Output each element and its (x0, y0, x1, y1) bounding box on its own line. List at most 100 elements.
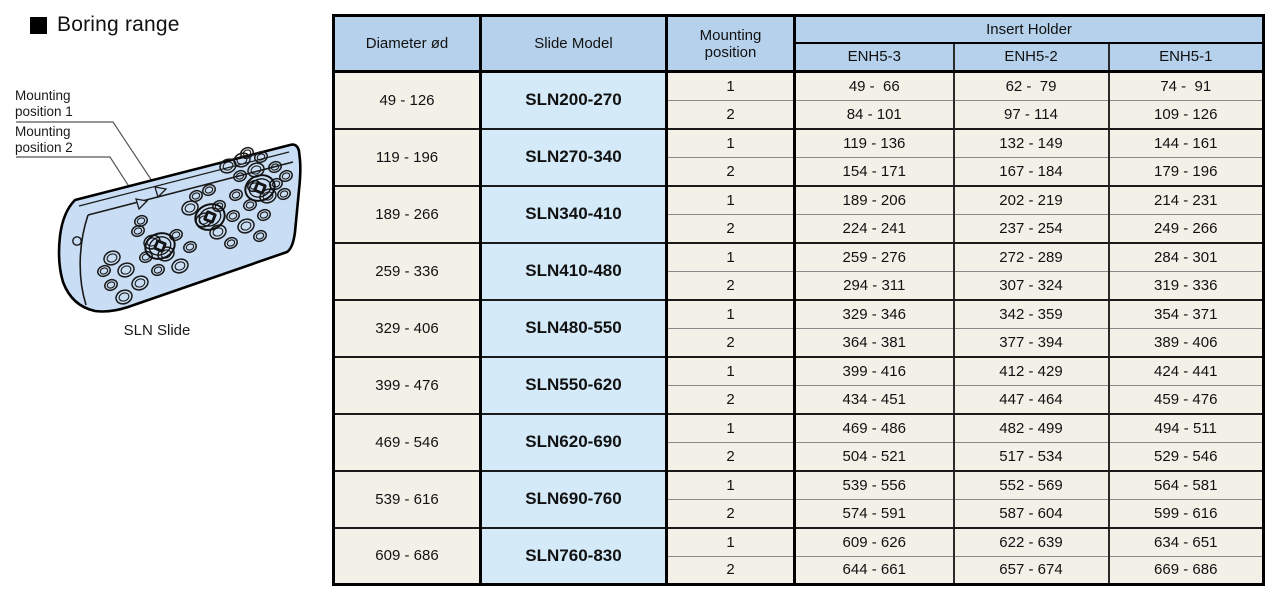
enh5-2-range-cell: 202 - 219 (953, 185, 1110, 215)
boring-range-table: Diameter ød Slide Model Mounting positio… (332, 14, 1265, 586)
enh5-3-range-cell: 434 - 451 (794, 384, 955, 415)
mounting-position-cell: 1 (666, 71, 796, 101)
slide-model-cell: SLN480-550 (480, 299, 668, 358)
enh5-1-range-cell: 459 - 476 (1108, 384, 1264, 415)
enh5-1-range-cell: 179 - 196 (1108, 156, 1264, 187)
enh5-2-range-cell: 307 - 324 (953, 270, 1110, 301)
socket-bore (244, 174, 276, 202)
mounting-position-cell: 2 (666, 213, 796, 244)
enh5-3-range-cell: 329 - 346 (794, 299, 955, 329)
table-row: 259 - 336 SLN410-480 1 259 - 276 272 - 289 28… (333, 242, 1264, 301)
mounting-position-cell: 2 (666, 270, 796, 301)
enh5-3-range-cell: 294 - 311 (794, 270, 955, 301)
table-row: 399 - 476 SLN550-620 1 399 - 416 412 - 429 42… (333, 356, 1264, 415)
enh5-2-range-cell: 342 - 359 (953, 299, 1110, 329)
enh5-1-range-cell: 389 - 406 (1108, 327, 1264, 358)
diameter-cell: 49 - 126 (333, 71, 482, 130)
enh5-3-range-cell: 539 - 556 (794, 470, 955, 500)
slide-model-cell: SLN270-340 (480, 128, 668, 187)
header-enh5-2: ENH5-2 (953, 42, 1110, 73)
page-title-text: Boring range (57, 13, 180, 36)
enh5-3-range-cell: 189 - 206 (794, 185, 955, 215)
slide-model-cell: SLN550-620 (480, 356, 668, 415)
mounting-position-cell: 2 (666, 498, 796, 529)
enh5-3-range-cell: 364 - 381 (794, 327, 955, 358)
table-row: 2 434 - 451 447 - 464 459 - 476 (334, 384, 1264, 415)
enh5-1-range-cell: 144 - 161 (1108, 128, 1264, 158)
slide-caption: SLN Slide (123, 322, 191, 339)
enh5-2-range-cell: 587 - 604 (953, 498, 1110, 529)
socket-bore (194, 203, 226, 231)
enh5-1-range-cell: 214 - 231 (1108, 185, 1264, 215)
mounting-position-cell: 2 (666, 441, 796, 472)
enh5-3-range-cell: 399 - 416 (794, 356, 955, 386)
mounting-position-cell: 1 (666, 185, 796, 215)
table-row: 2 644 - 661 657 - 674 669 - 686 (334, 555, 1264, 586)
enh5-2-range-cell: 132 - 149 (953, 128, 1110, 158)
mounting-position-cell: 1 (666, 527, 796, 557)
enh5-1-range-cell: 319 - 336 (1108, 270, 1264, 301)
slide-model-cell: SLN200-270 (480, 71, 668, 130)
mounting-position-cell: 2 (666, 327, 796, 358)
enh5-1-range-cell: 74 - 91 (1108, 71, 1264, 101)
socket-bore (144, 232, 176, 260)
enh5-2-range-cell: 237 - 254 (953, 213, 1110, 244)
enh5-1-range-cell: 634 - 651 (1108, 527, 1264, 557)
mounting-position-cell: 1 (666, 356, 796, 386)
table-row: 189 - 266 SLN340-410 1 189 - 206 202 - 219 21… (333, 185, 1264, 244)
table-row: 539 - 616 SLN690-760 1 539 - 556 552 - 569 56… (333, 470, 1264, 529)
enh5-3-range-cell: 119 - 136 (794, 128, 955, 158)
enh5-2-range-cell: 447 - 464 (953, 384, 1110, 415)
diameter-cell: 399 - 476 (333, 356, 482, 415)
enh5-3-range-cell: 154 - 171 (794, 156, 955, 187)
enh5-1-range-cell: 109 - 126 (1108, 99, 1264, 130)
page-title: Boring range (30, 13, 180, 37)
table-row: 2 504 - 521 517 - 534 529 - 546 (334, 441, 1264, 472)
mounting-position-cell: 2 (666, 99, 796, 130)
enh5-1-range-cell: 249 - 266 (1108, 213, 1264, 244)
enh5-2-range-cell: 552 - 569 (953, 470, 1110, 500)
enh5-1-range-cell: 529 - 546 (1108, 441, 1264, 472)
boring-table-body: 49 - 126 SLN200-270 1 49 - 66 62 - 79 74 - 91… (333, 71, 1264, 586)
slide-model-cell: SLN620-690 (480, 413, 668, 472)
enh5-1-range-cell: 599 - 616 (1108, 498, 1264, 529)
enh5-3-range-cell: 224 - 241 (794, 213, 955, 244)
enh5-1-range-cell: 284 - 301 (1108, 242, 1264, 272)
header-enh5-1: ENH5-1 (1108, 42, 1264, 73)
header-insert-holder: Insert Holder (794, 15, 1264, 44)
mounting-position-cell: 2 (666, 156, 796, 187)
enh5-2-range-cell: 412 - 429 (953, 356, 1110, 386)
enh5-1-range-cell: 669 - 686 (1108, 555, 1264, 586)
enh5-2-range-cell: 272 - 289 (953, 242, 1110, 272)
diameter-cell: 539 - 616 (333, 470, 482, 529)
mounting-position-cell: 2 (666, 384, 796, 415)
enh5-3-range-cell: 259 - 276 (794, 242, 955, 272)
diameter-cell: 469 - 546 (333, 413, 482, 472)
slide-sockets (144, 174, 276, 260)
enh5-2-range-cell: 62 - 79 (953, 71, 1110, 101)
enh5-2-range-cell: 482 - 499 (953, 413, 1110, 443)
enh5-3-range-cell: 49 - 66 (794, 71, 955, 101)
table-row: 2 574 - 591 587 - 604 599 - 616 (334, 498, 1264, 529)
enh5-2-range-cell: 622 - 639 (953, 527, 1110, 557)
enh5-1-range-cell: 564 - 581 (1108, 470, 1264, 500)
table-row: 469 - 546 SLN620-690 1 469 - 486 482 - 499 49… (333, 413, 1264, 472)
mounting-position-cell: 1 (666, 242, 796, 272)
table-row: 119 - 196 SLN270-340 1 119 - 136 132 - 149 14… (333, 128, 1264, 187)
enh5-1-range-cell: 494 - 511 (1108, 413, 1264, 443)
mounting-position-cell: 1 (666, 128, 796, 158)
enh5-2-range-cell: 517 - 534 (953, 441, 1110, 472)
enh5-3-range-cell: 84 - 101 (794, 99, 955, 130)
mounting-position-cell: 1 (666, 470, 796, 500)
enh5-3-range-cell: 504 - 521 (794, 441, 955, 472)
table-row: 2 84 - 101 97 - 114 109 - 126 (334, 99, 1264, 130)
diameter-cell: 609 - 686 (333, 527, 482, 586)
header-diameter: Diameter ød (333, 15, 482, 73)
diameter-cell: 259 - 336 (333, 242, 482, 301)
slide-body (57, 143, 302, 313)
mounting-position-1-label: Mounting position 1 (15, 88, 73, 119)
sln-slide-illustration (16, 121, 302, 313)
mounting-position-cell: 1 (666, 299, 796, 329)
slide-model-cell: SLN690-760 (480, 470, 668, 529)
enh5-2-range-cell: 97 - 114 (953, 99, 1110, 130)
